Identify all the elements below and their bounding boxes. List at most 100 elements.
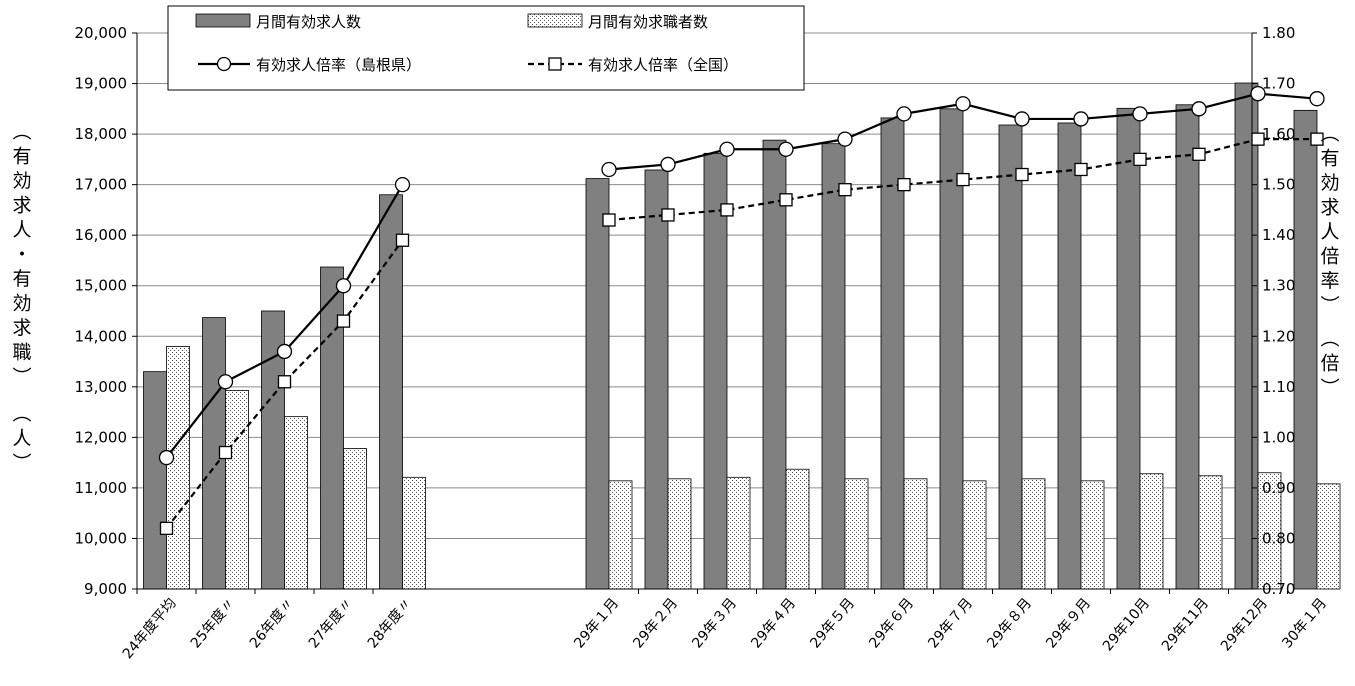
point-national <box>1015 167 1029 182</box>
series-line <box>165 239 404 530</box>
bar-job-seekers <box>785 468 810 590</box>
legend-label: 月間有効求職者数 <box>588 13 708 31</box>
y-left-tick-label: 15,000 <box>75 277 128 295</box>
point-shimane <box>1132 106 1148 122</box>
bar-job-seekers <box>402 476 426 590</box>
y-left-tick-label: 19,000 <box>75 75 128 93</box>
axis-title-char: 求 <box>12 317 31 339</box>
x-tick-label: 29年11月 <box>1159 595 1212 654</box>
bar-job-offers <box>644 169 669 590</box>
point-shimane <box>660 156 676 173</box>
point-national <box>602 213 616 227</box>
x-tick-label: 29年６月 <box>866 595 917 651</box>
y-axis-left-label: （有効求人・有効求職）（人） <box>10 121 32 471</box>
x-tick-label: 27年度〃 <box>306 595 357 651</box>
point-national <box>395 233 410 247</box>
x-tick-label: 29年８月 <box>984 595 1035 651</box>
bar-job-offers <box>1293 109 1318 590</box>
bar-job-seekers <box>1257 472 1282 590</box>
bar-job-offers <box>762 139 787 590</box>
bar-job-seekers <box>225 389 249 590</box>
point-national <box>661 208 675 222</box>
bar-job-seekers <box>1198 475 1223 590</box>
axis-title-char: ） <box>1318 377 1340 396</box>
bar-job-offers <box>585 178 610 590</box>
point-national <box>1192 147 1206 161</box>
bar-job-offers <box>821 143 846 590</box>
y-right-tick-label: 1.10 <box>1262 378 1295 396</box>
y-right-tick-label: 1.30 <box>1262 277 1295 295</box>
y-left-tick-label: 14,000 <box>75 327 128 345</box>
legend-label: 有効求人倍率（島根県） <box>256 56 421 74</box>
legend-marker <box>216 56 232 72</box>
bar-job-seekers <box>1316 483 1341 590</box>
point-shimane <box>601 161 617 178</box>
y-left-tick-label: 16,000 <box>75 226 128 244</box>
x-tick-label: 29年10月 <box>1100 595 1153 654</box>
bar-job-seekers <box>962 480 987 590</box>
bar-job-seekers <box>284 416 308 590</box>
axis-title-char: 率 <box>1320 270 1339 292</box>
x-tick-label: 26年度〃 <box>247 595 298 651</box>
x-tick-label: 29年５月 <box>807 595 858 651</box>
axis-title-char: 効 <box>1320 172 1339 194</box>
bar-job-offers <box>379 194 403 590</box>
point-national <box>218 445 233 460</box>
axis-title-char: 有 <box>12 146 31 168</box>
axis-title-char: 人 <box>12 428 31 450</box>
point-shimane <box>837 131 853 147</box>
point-shimane <box>1014 111 1030 127</box>
x-tick-label: 29年１月 <box>571 595 622 651</box>
point-shimane <box>335 278 352 294</box>
bar-job-offers <box>703 152 728 590</box>
x-tick-label: 29年７月 <box>925 595 976 651</box>
bar-job-seekers <box>726 476 751 590</box>
point-shimane <box>896 106 912 122</box>
point-shimane <box>158 449 175 466</box>
point-national <box>1074 162 1088 177</box>
y-right-tick-label: 0.70 <box>1262 580 1295 598</box>
x-tick-label: 25年度〃 <box>188 595 239 651</box>
y-right-tick-label: 1.40 <box>1262 226 1295 244</box>
y-right-tick-label: 0.90 <box>1262 479 1295 497</box>
legend-label: 有効求人倍率（全国） <box>588 56 738 74</box>
bar-job-seekers <box>166 345 190 590</box>
point-shimane <box>1073 111 1089 127</box>
axis-title-char: 人 <box>12 219 31 241</box>
bar-job-seekers <box>844 478 869 590</box>
axis-title-char: 職 <box>12 342 31 364</box>
axis-title-char: 効 <box>12 170 31 192</box>
y-left-tick-label: 13,000 <box>75 378 128 396</box>
bar-job-seekers <box>1021 478 1046 590</box>
y-left-tick-label: 12,000 <box>75 428 128 446</box>
x-tick-label: 30年１月 <box>1279 595 1330 651</box>
y-right-tick-label: 1.80 <box>1262 24 1295 42</box>
bar-job-offers <box>1116 107 1141 590</box>
point-shimane <box>394 176 411 193</box>
axis-title-char: （ <box>10 403 32 422</box>
point-national <box>1310 132 1324 146</box>
point-shimane <box>1309 91 1325 107</box>
y-axis-right-label: （有効求人倍率）（倍） <box>1318 123 1340 396</box>
y-right-tick-label: 1.20 <box>1262 327 1295 345</box>
point-national <box>159 521 174 535</box>
y-right-tick-label: 1.60 <box>1262 125 1295 143</box>
axis-title-char: ・ <box>12 244 31 266</box>
x-tick-label: 29年３月 <box>689 595 740 651</box>
lines <box>158 86 1325 535</box>
bar-job-seekers <box>608 480 633 590</box>
point-national <box>897 177 911 192</box>
axis-title-char: （ <box>10 121 32 140</box>
legend-swatch <box>195 13 251 28</box>
point-shimane <box>276 343 293 360</box>
point-shimane <box>1191 101 1207 117</box>
bar-job-offers <box>143 371 167 590</box>
bar-job-seekers <box>343 448 367 590</box>
y-right-tick-label: 0.80 <box>1262 529 1295 547</box>
axis-title-char: （ <box>1318 328 1340 347</box>
bar-job-offers <box>1175 104 1200 590</box>
point-shimane <box>1250 86 1266 102</box>
x-tick-label: 29年９月 <box>1043 595 1094 651</box>
axis-title-char: 人 <box>1320 221 1339 243</box>
